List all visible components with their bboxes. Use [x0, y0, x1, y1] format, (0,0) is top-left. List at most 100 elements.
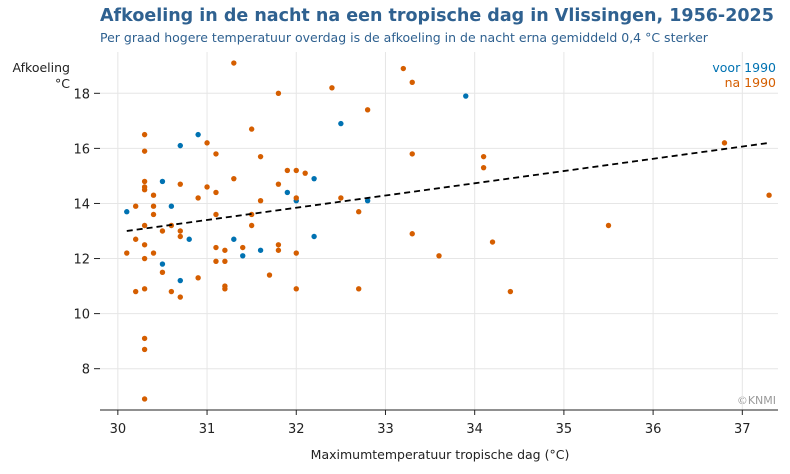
data-point-voor-1990 — [463, 93, 469, 99]
data-point-na-1990 — [150, 192, 157, 198]
data-point-na-1990 — [150, 211, 157, 218]
trend-line — [126, 141, 770, 232]
data-point-na-1990 — [605, 222, 612, 229]
legend-entry-na-1990: na 1990 — [724, 75, 776, 90]
x-tick-label: 33 — [377, 422, 394, 437]
data-point-na-1990 — [141, 255, 148, 262]
y-axis-label: Afkoeling °C — [6, 60, 70, 92]
data-point-na-1990 — [480, 164, 487, 171]
data-point-voor-1990 — [311, 175, 317, 182]
data-point-na-1990 — [195, 275, 201, 281]
x-tick-label: 35 — [556, 422, 573, 437]
data-point-na-1990 — [507, 288, 514, 295]
data-point-na-1990 — [240, 244, 246, 251]
data-point-na-1990 — [293, 167, 299, 174]
data-point-na-1990 — [338, 195, 344, 201]
data-point-voor-1990 — [195, 131, 201, 138]
x-tick-label: 34 — [466, 422, 483, 437]
data-point-voor-1990 — [177, 277, 183, 284]
data-point-na-1990 — [177, 228, 183, 234]
y-tick-label: 12 — [73, 253, 90, 268]
data-point-na-1990 — [168, 288, 175, 295]
data-point-na-1990 — [248, 222, 255, 229]
x-tick-label: 36 — [645, 422, 662, 437]
data-point-na-1990 — [141, 178, 148, 185]
x-axis-label: Maximumtemperatuur tropische dag (°C) — [310, 447, 570, 462]
data-point-na-1990 — [293, 195, 299, 201]
y-tick-label: 8 — [82, 363, 90, 378]
x-tick-label: 31 — [199, 422, 216, 437]
data-point-voor-1990 — [284, 189, 291, 196]
data-point-na-1990 — [364, 107, 371, 113]
data-point-na-1990 — [356, 286, 362, 292]
data-point-na-1990 — [124, 250, 130, 256]
data-point-na-1990 — [195, 195, 201, 201]
data-point-na-1990 — [257, 198, 264, 204]
data-point-na-1990 — [141, 242, 148, 248]
data-point-na-1990 — [284, 167, 291, 174]
data-point-voor-1990 — [159, 261, 166, 267]
data-point-na-1990 — [177, 181, 183, 187]
data-point-na-1990 — [150, 203, 157, 209]
data-point-na-1990 — [213, 189, 219, 196]
data-point-na-1990 — [248, 126, 255, 132]
data-point-na-1990 — [222, 286, 228, 292]
data-point-na-1990 — [275, 242, 282, 248]
x-tick-label: 32 — [288, 422, 305, 437]
data-point-na-1990 — [293, 286, 299, 292]
data-point-na-1990 — [141, 222, 148, 229]
source-credit: ©KNMI — [736, 394, 776, 407]
data-point-voor-1990 — [240, 253, 246, 259]
chart-title: Afkoeling in de nacht na een tropische d… — [100, 6, 774, 26]
data-point-na-1990 — [141, 186, 148, 193]
legend-entry-voor-1990: voor 1990 — [712, 60, 776, 75]
data-point-na-1990 — [222, 247, 228, 253]
data-point-na-1990 — [141, 131, 148, 138]
data-point-voor-1990 — [338, 120, 344, 127]
y-tick-label: 10 — [73, 308, 90, 323]
data-point-na-1990 — [204, 184, 210, 190]
data-point-na-1990 — [141, 396, 148, 402]
data-point-na-1990 — [213, 258, 219, 264]
data-point-na-1990 — [141, 335, 148, 342]
data-point-na-1990 — [275, 247, 282, 253]
x-tick-label: 37 — [734, 422, 751, 437]
data-point-na-1990 — [150, 250, 157, 256]
data-point-na-1990 — [409, 231, 415, 237]
chart-subtitle: Per graad hogere temperatuur overdag is … — [100, 30, 708, 45]
data-point-na-1990 — [356, 209, 362, 215]
data-point-na-1990 — [213, 244, 219, 251]
data-point-na-1990 — [132, 203, 139, 209]
data-point-na-1990 — [275, 90, 282, 97]
data-point-na-1990 — [275, 181, 282, 187]
data-point-na-1990 — [177, 294, 183, 300]
data-point-na-1990 — [721, 140, 728, 146]
data-point-na-1990 — [302, 170, 308, 176]
y-tick-label: 18 — [73, 87, 90, 102]
data-point-voor-1990 — [231, 236, 237, 242]
data-point-na-1990 — [141, 148, 148, 154]
data-point-voor-1990 — [168, 203, 175, 209]
y-axis-label-line-2: °C — [55, 76, 70, 91]
data-point-voor-1990 — [364, 198, 371, 204]
data-point-na-1990 — [266, 272, 273, 278]
data-point-voor-1990 — [257, 247, 264, 253]
data-point-na-1990 — [409, 151, 415, 157]
data-point-na-1990 — [132, 236, 139, 242]
data-point-na-1990 — [213, 211, 219, 218]
y-tick-label: 16 — [73, 142, 90, 157]
data-point-na-1990 — [480, 153, 487, 160]
x-tick-label: 30 — [110, 422, 127, 437]
data-point-na-1990 — [436, 253, 442, 259]
data-point-voor-1990 — [124, 209, 130, 215]
data-point-na-1990 — [231, 60, 237, 66]
data-point-voor-1990 — [159, 178, 166, 185]
y-tick-label: 14 — [73, 197, 90, 212]
legend: voor 1990 na 1990 — [712, 60, 776, 90]
data-point-na-1990 — [204, 140, 210, 146]
data-point-voor-1990 — [186, 236, 192, 242]
data-point-na-1990 — [141, 286, 148, 292]
data-point-na-1990 — [409, 79, 415, 85]
data-point-na-1990 — [132, 288, 139, 295]
